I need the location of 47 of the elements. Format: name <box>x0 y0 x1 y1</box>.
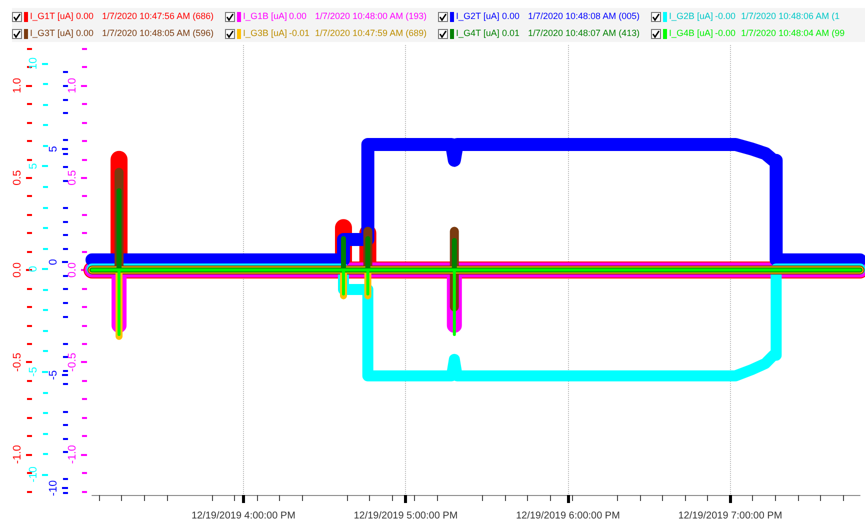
y3-tick-label: -5 <box>48 370 60 380</box>
text: -0.00 <box>715 27 737 40</box>
text: -1.0 <box>12 444 24 464</box>
text: 0.01 <box>502 27 521 40</box>
x-tick-label: 12/19/2019 6:00:00 PM <box>516 510 620 522</box>
y2-tick-label: -10 <box>28 466 40 482</box>
text: 1/7/2020 10:48:04 AM (99 <box>741 27 845 40</box>
text: 0.00 <box>76 10 95 23</box>
text: -0.00 <box>715 10 737 23</box>
y-tick-label: 0.5 <box>66 170 78 186</box>
legend-label: I_G3B [uA] <box>243 27 288 40</box>
text: 1.0 <box>12 78 24 94</box>
text: 1/7/2020 10:48:08 AM (005) <box>528 10 640 23</box>
text: 0.0 <box>12 262 24 278</box>
x-tick-label: 12/19/2019 7:00:00 PM <box>678 510 782 522</box>
text: 1/7/2020 10:47:59 AM (689) <box>315 27 427 40</box>
text: 0.00 <box>76 27 95 40</box>
y3-tick-label: 0 <box>48 259 60 266</box>
y-tick-label: 0.0 <box>66 262 78 278</box>
legend-label: I_G2B [uA] <box>669 10 714 23</box>
y-tick-label: -0.5 <box>66 352 78 372</box>
y2-tick-label: 0 <box>28 266 40 272</box>
text: 1/7/2020 10:48:06 AM (1 <box>741 10 840 23</box>
x-tick-label: 12/19/2019 5:00:00 PM <box>354 510 458 522</box>
y2-tick-label: -5 <box>28 366 40 377</box>
y2-tick-label: 5 <box>28 163 40 170</box>
text: 1/7/2020 10:48:07 AM (413) <box>528 27 640 40</box>
text: 1/7/2020 10:48:00 AM (193) <box>315 10 427 23</box>
legend-label: I_G1B [uA] <box>243 10 288 23</box>
text: -0.5 <box>12 352 24 372</box>
text: -0.01 <box>289 27 311 40</box>
y2-tick-label: 10 <box>28 57 40 70</box>
text: 1/7/2020 10:48:05 AM (596) <box>102 27 214 40</box>
text: 0.00 <box>289 10 308 23</box>
text: 0.5 <box>12 170 24 186</box>
legend-label: I_G4B [uA] <box>669 27 714 40</box>
legend-label: I_G3T [uA] <box>30 27 74 40</box>
x-tick-label: 12/19/2019 4:00:00 PM <box>191 510 296 522</box>
legend-label: I_G1T [uA] <box>30 10 74 23</box>
legend-label: I_G4T [uA] <box>456 27 500 40</box>
text: 1/7/2020 10:47:56 AM (686) <box>102 10 214 23</box>
text: 0.00 <box>502 10 521 23</box>
y-tick-label: -1.0 <box>66 444 78 464</box>
y3-tick-label: -10 <box>48 480 60 496</box>
y3-tick-label: 5 <box>48 146 60 152</box>
legend-label: I_G2T [uA] <box>456 10 500 23</box>
y-tick-label: 1.0 <box>66 78 78 94</box>
